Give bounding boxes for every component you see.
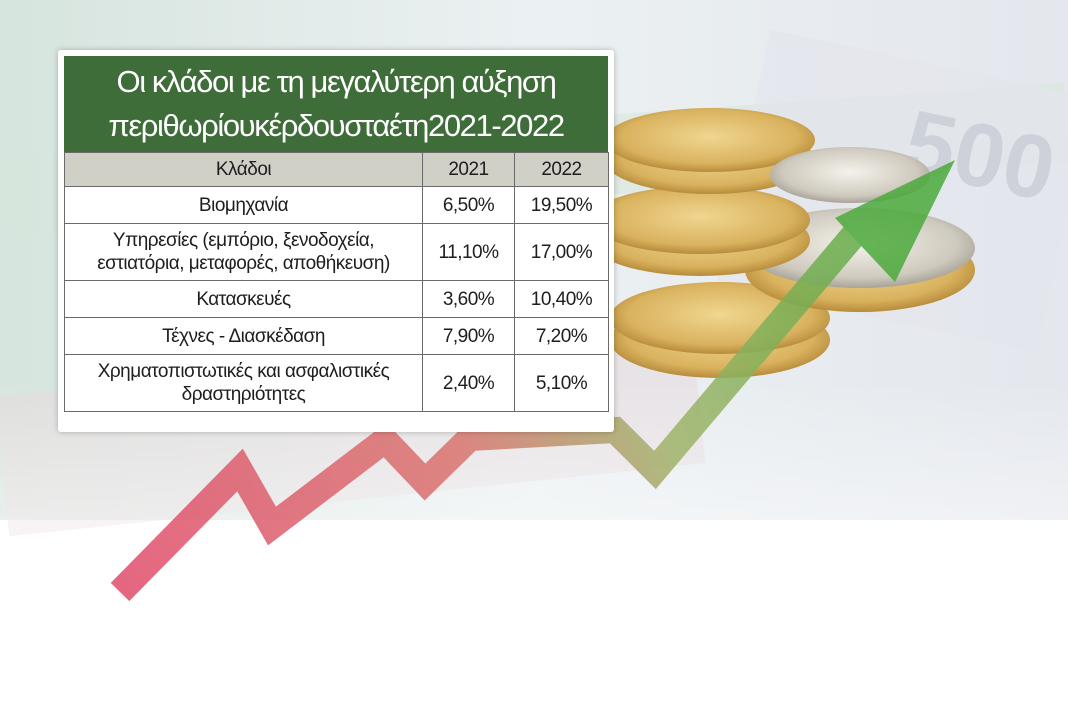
- table-card: Οι κλάδοι με τη μεγαλύτερη αύξηση περιθω…: [58, 50, 614, 432]
- cell-2021: 2,40%: [422, 354, 515, 412]
- row-label-line: Χρηματοπιστωτικές και ασφαλιστικές: [97, 361, 390, 382]
- header-2021: 2021: [422, 152, 515, 187]
- row-label: Χρηματοπιστωτικές και ασφαλιστικές δραστ…: [64, 354, 423, 412]
- cell-2021: 3,60%: [422, 280, 515, 318]
- header-sector: Κλάδοι: [64, 152, 423, 187]
- row-label: Τέχνες - Διασκέδαση: [64, 317, 423, 355]
- row-label-line: Κατασκευές: [196, 288, 291, 310]
- table-row: Κατασκευές 3,60% 10,40%: [64, 280, 609, 318]
- rising-arrow: [110, 160, 955, 602]
- title-line-2: περιθωρίουκέρδουσταέτη2021-2022: [108, 108, 565, 143]
- row-label-line: Τέχνες - Διασκέδαση: [162, 325, 325, 347]
- table-row: Τέχνες - Διασκέδαση 7,90% 7,20%: [64, 317, 609, 355]
- cell-2022: 5,10%: [514, 354, 609, 412]
- table-row: Βιομηχανία 6,50% 19,50%: [64, 186, 609, 224]
- cell-2021: 6,50%: [422, 186, 515, 224]
- row-label-line: Υπηρεσίες (εμπόριο, ξενοδοχεία,: [112, 230, 375, 251]
- data-table: Κλάδοι 2021 2022 Βιομηχανία 6,50% 19,50%…: [64, 152, 609, 412]
- row-label-line: δραστηριότητες: [181, 384, 306, 405]
- table-row: Χρηματοπιστωτικές και ασφαλιστικές δραστ…: [64, 354, 609, 412]
- cell-2021: 11,10%: [422, 223, 515, 281]
- row-label-line: Βιομηχανία: [198, 194, 289, 216]
- cell-2022: 17,00%: [514, 223, 609, 281]
- header-2022: 2022: [514, 152, 609, 187]
- table-row: Υπηρεσίες (εμπόριο, ξενοδοχεία, εστιατόρ…: [64, 223, 609, 281]
- cell-2022: 10,40%: [514, 280, 609, 318]
- table-title: Οι κλάδοι με τη μεγαλύτερη αύξηση περιθω…: [64, 56, 608, 152]
- title-line-1: Οι κλάδοι με τη μεγαλύτερη αύξηση: [116, 64, 557, 99]
- row-label: Κατασκευές: [64, 280, 423, 318]
- row-label: Υπηρεσίες (εμπόριο, ξενοδοχεία, εστιατόρ…: [64, 223, 423, 281]
- cell-2021: 7,90%: [422, 317, 515, 355]
- header-row: Κλάδοι 2021 2022: [64, 152, 609, 187]
- cell-2022: 19,50%: [514, 186, 609, 224]
- row-label: Βιομηχανία: [64, 186, 423, 224]
- coins-stack: [590, 108, 975, 378]
- row-label-line: εστιατόρια, μεταφορές, αποθήκευση): [97, 253, 390, 274]
- cell-2022: 7,20%: [514, 317, 609, 355]
